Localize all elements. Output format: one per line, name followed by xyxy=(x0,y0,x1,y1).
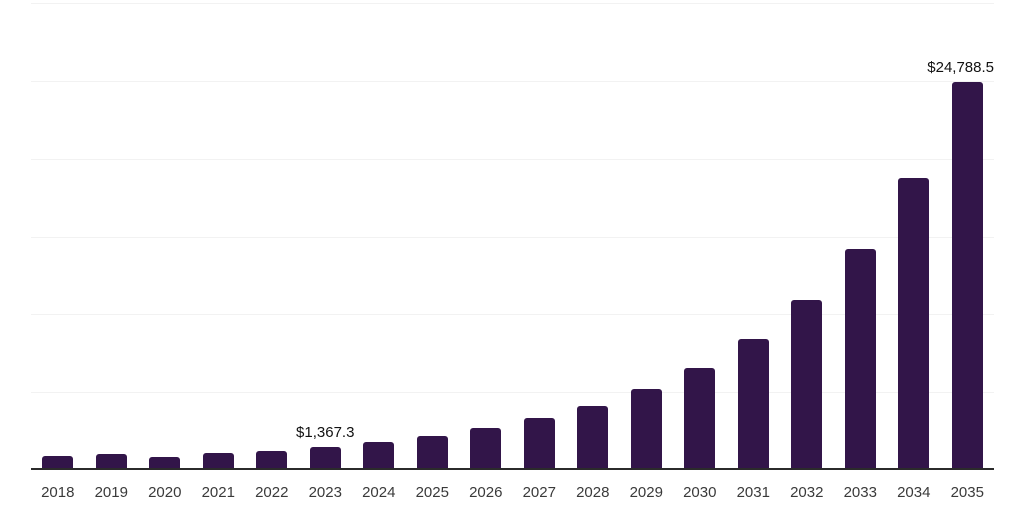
bar-2031[interactable] xyxy=(737,338,769,468)
bar-group-2022 xyxy=(245,3,299,468)
data-label-2035: $24,788.5 xyxy=(927,59,994,77)
x-tick-label-2028: 2028 xyxy=(576,484,610,501)
bar-group-2029 xyxy=(620,3,674,468)
bar-group-2030 xyxy=(673,3,727,468)
bar-group-2024 xyxy=(352,3,406,468)
bar-2030[interactable] xyxy=(684,367,716,468)
x-tick-label-2027: 2027 xyxy=(522,484,556,501)
x-tick-label-2023: 2023 xyxy=(308,484,342,501)
bar-2019[interactable] xyxy=(95,454,127,468)
bar-2025[interactable] xyxy=(416,435,448,468)
x-tick-label-2021: 2021 xyxy=(201,484,235,501)
x-tick-label-2026: 2026 xyxy=(469,484,503,501)
data-label-2023: $1,367.3 xyxy=(296,423,355,441)
bar-group-2023: $1,367.3 xyxy=(296,3,355,468)
bar-group-2031 xyxy=(727,3,781,468)
x-tick-label-2022: 2022 xyxy=(255,484,289,501)
x-tick-label-2019: 2019 xyxy=(94,484,128,501)
bar-group-2034 xyxy=(887,3,941,468)
x-axis-labels: 2018 2019 2020 2021 2022 2023 2024 2025 2026 2027… xyxy=(31,483,994,503)
bar-group-2026 xyxy=(459,3,513,468)
plot-area: $1,367.3 $24,788.5 xyxy=(31,3,994,470)
x-tick-label-2018: 2018 xyxy=(41,484,75,501)
bar-group-2032 xyxy=(780,3,834,468)
bar-2020[interactable] xyxy=(149,457,181,468)
bar-2028[interactable] xyxy=(577,406,609,468)
bar-group-2021 xyxy=(192,3,246,468)
bar-group-2019 xyxy=(85,3,139,468)
bar-group-2028 xyxy=(566,3,620,468)
x-tick-label-2025: 2025 xyxy=(415,484,449,501)
bar-2034[interactable] xyxy=(898,178,930,468)
bar-2026[interactable] xyxy=(470,427,502,468)
bar-2024[interactable] xyxy=(363,441,395,468)
x-tick-label-2030: 2030 xyxy=(683,484,717,501)
x-tick-label-2035: 2035 xyxy=(950,484,984,501)
x-tick-label-2032: 2032 xyxy=(790,484,824,501)
bar-group-2027 xyxy=(513,3,567,468)
x-tick-label-2029: 2029 xyxy=(629,484,663,501)
x-tick-label-2020: 2020 xyxy=(148,484,182,501)
bar-2022[interactable] xyxy=(256,450,288,468)
bar-2021[interactable] xyxy=(202,453,234,468)
bar-group-2025 xyxy=(406,3,460,468)
x-tick-label-2033: 2033 xyxy=(843,484,877,501)
bar-2023[interactable] xyxy=(309,446,341,468)
bar-group-2018 xyxy=(31,3,85,468)
x-tick-label-2034: 2034 xyxy=(897,484,931,501)
bar-2018[interactable] xyxy=(42,456,74,468)
x-tick-label-2024: 2024 xyxy=(362,484,396,501)
bar-2029[interactable] xyxy=(630,388,662,468)
bar-2027[interactable] xyxy=(523,418,555,468)
bar-group-2035: $24,788.5 xyxy=(927,3,994,468)
bar-group-2020 xyxy=(138,3,192,468)
x-tick-label-2031: 2031 xyxy=(736,484,770,501)
bar-2035[interactable] xyxy=(951,82,983,468)
bar-2033[interactable] xyxy=(844,249,876,468)
bar-group-2033 xyxy=(834,3,888,468)
bar-2032[interactable] xyxy=(791,300,823,468)
